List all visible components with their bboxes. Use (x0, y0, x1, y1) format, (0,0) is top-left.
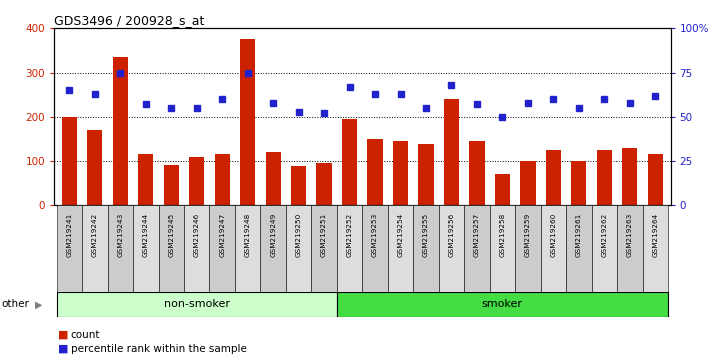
Bar (159, 205, 184, 292)
Bar (164, 166, 179, 205)
Text: GSM219249: GSM219249 (270, 212, 276, 257)
Text: GSM219260: GSM219260 (550, 212, 557, 257)
Bar (265, 152, 280, 205)
Bar (286, 205, 311, 292)
Text: ▶: ▶ (35, 299, 42, 309)
Bar (57, 292, 337, 317)
Bar (107, 205, 133, 292)
Text: GSM219253: GSM219253 (372, 212, 378, 257)
Bar (311, 205, 337, 292)
Text: other: other (1, 299, 30, 309)
Bar (546, 150, 561, 205)
Bar (541, 205, 566, 292)
Text: GSM219257: GSM219257 (474, 212, 480, 257)
Bar (112, 57, 128, 205)
Bar (622, 148, 637, 205)
Bar (647, 154, 663, 205)
Bar (469, 141, 485, 205)
Text: GSM219254: GSM219254 (397, 212, 404, 257)
Text: smoker: smoker (482, 299, 523, 309)
Bar (189, 156, 204, 205)
Bar (464, 205, 490, 292)
Bar (260, 205, 286, 292)
Text: GSM219258: GSM219258 (500, 212, 505, 257)
Text: GSM219264: GSM219264 (653, 212, 658, 257)
Text: non-smoker: non-smoker (164, 299, 230, 309)
Text: GSM219262: GSM219262 (601, 212, 607, 257)
Bar (515, 205, 541, 292)
Text: GSM219247: GSM219247 (219, 212, 225, 257)
Bar (362, 205, 388, 292)
Text: GSM219261: GSM219261 (576, 212, 582, 257)
Text: count: count (71, 330, 100, 339)
Text: GSM219259: GSM219259 (525, 212, 531, 257)
Bar (87, 130, 102, 205)
Text: GSM219255: GSM219255 (423, 212, 429, 257)
Bar (138, 154, 154, 205)
Bar (617, 205, 642, 292)
Bar (342, 119, 357, 205)
Bar (444, 99, 459, 205)
Text: GSM219252: GSM219252 (347, 212, 353, 257)
Bar (368, 139, 383, 205)
Text: GSM219250: GSM219250 (296, 212, 301, 257)
Bar (591, 205, 617, 292)
Bar (82, 205, 107, 292)
Bar (337, 292, 668, 317)
Bar (215, 154, 230, 205)
Text: GSM219244: GSM219244 (143, 212, 149, 257)
Bar (240, 39, 255, 205)
Bar (291, 166, 306, 205)
Text: GSM219242: GSM219242 (92, 212, 98, 257)
Text: GSM219248: GSM219248 (244, 212, 251, 257)
Text: percentile rank within the sample: percentile rank within the sample (71, 344, 247, 354)
Bar (235, 205, 260, 292)
Text: GSM219246: GSM219246 (194, 212, 200, 257)
Bar (388, 205, 413, 292)
Text: GDS3496 / 200928_s_at: GDS3496 / 200928_s_at (54, 14, 205, 27)
Bar (438, 205, 464, 292)
Text: GSM219241: GSM219241 (66, 212, 72, 257)
Text: GSM219243: GSM219243 (118, 212, 123, 257)
Bar (495, 175, 510, 205)
Bar (490, 205, 515, 292)
Text: GSM219245: GSM219245 (168, 212, 174, 257)
Bar (521, 161, 536, 205)
Text: ■: ■ (58, 344, 68, 354)
Bar (317, 163, 332, 205)
Bar (597, 150, 612, 205)
Bar (418, 144, 433, 205)
Bar (210, 205, 235, 292)
Bar (184, 205, 210, 292)
Text: GSM219251: GSM219251 (321, 212, 327, 257)
Bar (57, 205, 82, 292)
Bar (571, 161, 586, 205)
Text: GSM219263: GSM219263 (627, 212, 633, 257)
Bar (133, 205, 159, 292)
Text: GSM219256: GSM219256 (448, 212, 454, 257)
Bar (393, 141, 408, 205)
Text: ■: ■ (58, 330, 68, 339)
Bar (413, 205, 438, 292)
Bar (337, 205, 362, 292)
Bar (642, 205, 668, 292)
Bar (62, 117, 77, 205)
Bar (566, 205, 591, 292)
